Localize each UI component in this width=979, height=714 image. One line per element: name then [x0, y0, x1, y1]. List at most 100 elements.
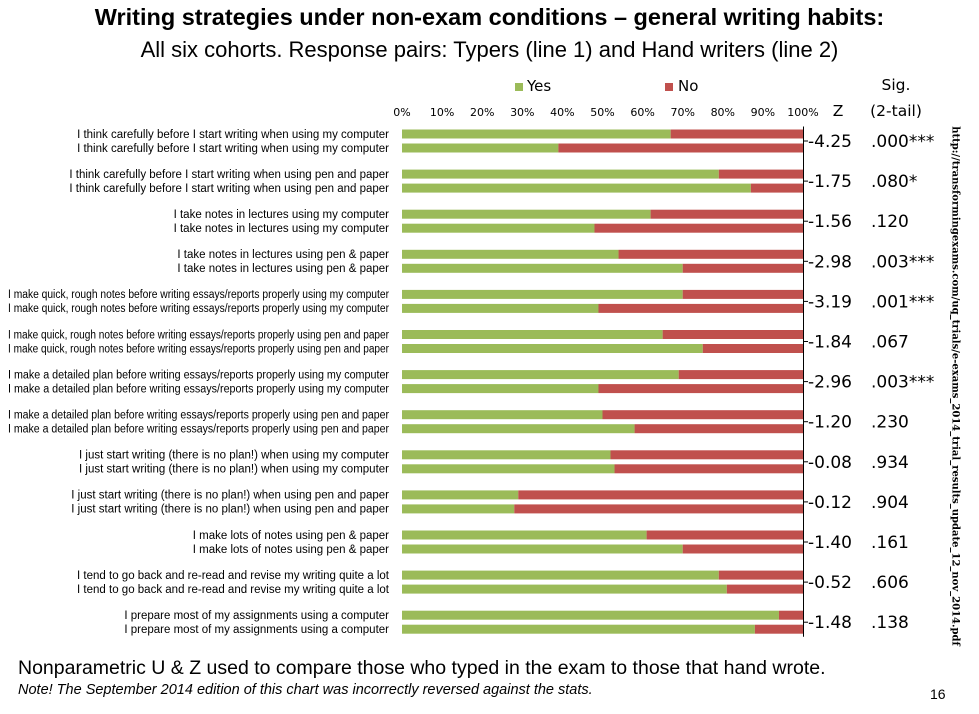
z-column-header: Z [833, 102, 844, 120]
bar-no-hand [634, 424, 803, 434]
category-label-hand: I make a detailed plan before writing es… [8, 383, 389, 395]
bar-yes-hand [402, 504, 515, 514]
sig-value: .904 [871, 493, 909, 513]
category-label-typer: I prepare most of my assignments using a… [124, 610, 389, 622]
bar-yes-typer [402, 450, 611, 460]
bar-yes-hand [402, 344, 703, 353]
bar-yes-hand [402, 384, 599, 394]
bar-no-typer [778, 610, 803, 620]
sig-value: .067 [871, 333, 909, 353]
x-tick-label: 90% [751, 106, 775, 119]
x-tick-label: 10% [430, 106, 454, 119]
bar-no-typer [662, 330, 803, 339]
bar-no-typer [678, 370, 803, 380]
z-value: -1.75 [808, 172, 852, 192]
bar-yes-hand [402, 464, 615, 474]
bar-no-typer [718, 570, 803, 580]
x-tick-label: 30% [510, 106, 534, 119]
bar-yes-hand [402, 303, 599, 313]
bar-yes-typer [402, 249, 619, 259]
bar-yes-typer [402, 289, 683, 299]
sig-value: .001*** [871, 292, 934, 312]
correction-note: Note! The September 2014 edition of this… [18, 682, 593, 698]
sig-column-header: Sig. [882, 76, 911, 94]
z-value: -1.84 [808, 333, 852, 353]
z-value: -1.48 [808, 613, 852, 633]
legend-yes-swatch [515, 83, 523, 91]
category-label-typer: I tend to go back and re-read and revise… [77, 570, 390, 582]
x-tick-label: 0% [393, 106, 410, 119]
bar-no-typer [650, 209, 803, 219]
bar-yes-typer [402, 610, 779, 620]
category-label-typer: I just start writing (there is no plan!)… [79, 450, 389, 462]
category-label-hand: I make quick, rough notes before writing… [8, 303, 389, 315]
z-value: -0.12 [808, 493, 852, 513]
bar-yes-hand [402, 544, 683, 554]
bar-yes-hand [402, 223, 595, 233]
bar-yes-hand [402, 183, 751, 193]
chart-title: Writing strategies under non-exam condit… [94, 4, 885, 30]
bar-no-hand [594, 223, 803, 233]
bar-yes-hand [402, 143, 559, 153]
bar-no-hand [702, 344, 803, 353]
bar-no-typer [518, 490, 803, 500]
category-label-hand: I prepare most of my assignments using a… [124, 624, 389, 636]
bar-no-hand [558, 143, 803, 153]
z-value: -1.20 [808, 413, 852, 433]
bar-yes-typer [402, 129, 671, 139]
bar-yes-typer [402, 209, 651, 219]
sig-value: .934 [871, 453, 909, 473]
sig-value: .080* [871, 172, 917, 192]
bar-yes-typer [402, 370, 679, 380]
x-tick-label: 20% [470, 106, 494, 119]
source-url-text: http://transformingexams.com/uq_trials/e… [949, 126, 961, 646]
bar-no-hand [726, 584, 803, 594]
z-value: -1.56 [808, 212, 852, 232]
x-tick-label: 80% [711, 106, 735, 119]
category-label-hand: I just start writing (there is no plan!)… [79, 464, 389, 476]
bar-no-typer [610, 450, 803, 460]
z-value: -4.25 [808, 132, 852, 152]
bar-no-hand [682, 544, 803, 554]
category-label-typer: I make quick, rough notes before writing… [8, 289, 389, 301]
category-label-typer: I make a detailed plan before writing es… [8, 410, 389, 422]
category-label-typer: I make quick, rough notes before writing… [8, 329, 389, 341]
bar-no-hand [514, 504, 803, 514]
bar-no-hand [598, 303, 803, 313]
legend-no-swatch [665, 83, 673, 91]
bar-no-typer [670, 129, 803, 139]
chart-subtitle: All six cohorts. Response pairs: Typers … [140, 37, 839, 62]
sig-value: .000*** [871, 132, 934, 152]
bar-yes-typer [402, 530, 647, 540]
bar-yes-hand [402, 624, 755, 634]
legend-no-label: No [678, 77, 698, 95]
sig-value: .161 [871, 533, 909, 553]
category-label-hand: I make lots of notes using pen & paper [193, 544, 389, 556]
z-value: -1.40 [808, 533, 852, 553]
category-label-hand: I think carefully before I start writing… [77, 143, 389, 155]
bar-yes-typer [402, 570, 719, 580]
bar-yes-typer [402, 410, 603, 420]
bar-yes-typer [402, 490, 519, 500]
sig-value: .003*** [871, 373, 934, 393]
category-label-hand: I take notes in lectures using my comput… [174, 223, 390, 235]
x-tick-label: 50% [590, 106, 614, 119]
category-label-hand: I think carefully before I start writing… [69, 183, 389, 195]
category-label-typer: I make a detailed plan before writing es… [8, 369, 389, 381]
bar-no-typer [682, 289, 803, 299]
z-value: -0.08 [808, 453, 852, 473]
bar-yes-hand [402, 584, 727, 594]
bar-yes-hand [402, 263, 683, 273]
category-label-hand: I tend to go back and re-read and revise… [77, 584, 390, 596]
z-value: -3.19 [808, 292, 852, 312]
footnote: Nonparametric U & Z used to compare thos… [18, 657, 826, 679]
bar-yes-hand [402, 424, 635, 434]
bar-no-typer [718, 169, 803, 179]
x-tick-label: 100% [787, 106, 818, 119]
z-value: -2.96 [808, 373, 852, 393]
sig-value: .120 [871, 212, 909, 232]
category-label-typer: I just start writing (there is no plan!)… [71, 490, 389, 502]
bar-no-hand [598, 384, 803, 394]
bar-no-typer [618, 249, 803, 259]
x-tick-label: 40% [550, 106, 574, 119]
